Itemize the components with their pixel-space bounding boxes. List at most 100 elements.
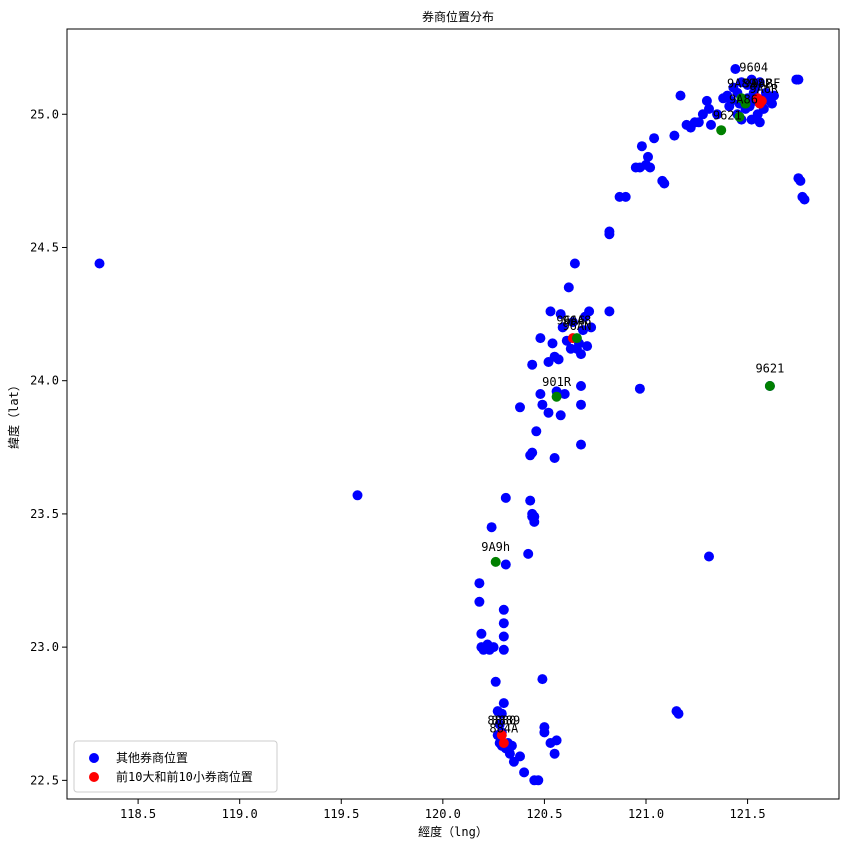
- scatter-point-s0-84: [634, 383, 645, 394]
- point-annotation-15: 884A: [489, 721, 519, 735]
- scatter-point-s0-21: [498, 644, 509, 655]
- scatter-point-s0-22: [498, 698, 509, 709]
- scatter-point-s0-20: [498, 631, 509, 642]
- scatter-point-s0-65: [547, 338, 558, 349]
- scatter-point-s0-64: [545, 306, 556, 317]
- point-annotation-11: 96A8: [562, 314, 591, 328]
- scatter-point-s0-26: [504, 748, 515, 759]
- scatter-point-s0-113: [726, 95, 737, 106]
- x-tick-label-1: 119.0: [222, 807, 258, 821]
- point-annotation-0: 9604: [739, 61, 768, 75]
- point-annotation-2: 9A8P: [743, 77, 772, 91]
- point-annotation-7: 9621: [755, 362, 784, 376]
- scatter-point-s2-5: [764, 381, 775, 391]
- scatter-point-s0-33: [523, 548, 534, 559]
- scatter-point-s2-2: [716, 125, 727, 136]
- scatter-point-s0-27: [506, 740, 517, 751]
- scatter-point-s0-115: [730, 64, 741, 74]
- point-annotation-6: 9621: [713, 109, 742, 123]
- point-annotation-8: 901R: [542, 375, 572, 389]
- scatter-point-s0-10: [486, 522, 497, 533]
- scatter-point-s0-133: [767, 98, 777, 109]
- scatter-point-s0-3: [474, 596, 485, 607]
- scatter-point-s0-45: [551, 735, 562, 746]
- scatter-point-s0-139: [742, 80, 753, 90]
- legend: 其他券商位置 前10大和前10小券商位置: [73, 740, 278, 793]
- scatter-point-s0-150: [673, 708, 684, 719]
- scatter-point-s0-46: [529, 511, 540, 522]
- scatter-point-s0-81: [584, 306, 595, 317]
- scatter-point-s0-2: [474, 578, 485, 589]
- scatter-point-s0-100: [675, 90, 686, 101]
- y-axis-label: 緯度（lat）: [6, 379, 21, 449]
- scatter-point-s0-59: [576, 439, 586, 450]
- legend-marker-series-1: [89, 772, 99, 782]
- scatter-point-s0-74: [569, 258, 580, 269]
- scatter-point-s0-80: [582, 341, 593, 352]
- scatter-point-s1-2: [756, 95, 767, 106]
- point-annotation-14: 8889: [491, 713, 520, 727]
- scatter-point-s0-57: [559, 389, 570, 399]
- scatter-point-s0-134: [769, 90, 779, 101]
- legend-label-series-0: 其他券商位置: [116, 750, 188, 765]
- scatter-point-s0-106: [701, 95, 712, 106]
- scatter-point-s0-40: [537, 674, 548, 685]
- legend-marker-series-0: [89, 753, 99, 763]
- scatter-point-s0-12: [490, 676, 501, 687]
- scatter-point-s0-68: [555, 309, 566, 320]
- scatter-point-s0-136: [746, 114, 757, 125]
- scatter-point-s2-3: [734, 111, 745, 122]
- x-tick-label-5: 121.0: [628, 807, 664, 821]
- x-tick-label-0: 118.5: [120, 807, 156, 821]
- scatter-point-s0-0: [94, 258, 105, 269]
- scatter-point-s0-53: [543, 407, 554, 418]
- scatter-point-s0-89: [620, 191, 631, 202]
- scatter-point-s0-95: [645, 162, 656, 173]
- point-annotation-1: 9A89: [727, 77, 756, 91]
- scatter-point-s0-69: [557, 322, 568, 333]
- scatter-point-s0-87: [604, 229, 615, 240]
- scatter-point-s0-108: [706, 119, 716, 130]
- x-tick-label-4: 120.5: [526, 807, 562, 821]
- scatter-point-s0-49: [527, 447, 538, 458]
- scatter-point-s0-92: [636, 141, 647, 152]
- scatter-point-s0-83: [604, 306, 615, 317]
- scatter-point-s1-4: [496, 730, 507, 741]
- scatter-point-s0-31: [515, 751, 525, 762]
- scatter-point-s0-44: [549, 748, 560, 759]
- scatter-point-s0-137: [754, 117, 765, 128]
- marks-layer: [94, 64, 810, 786]
- scatter-point-s0-4: [476, 628, 487, 639]
- y-tick-label-4: 24.5: [30, 240, 59, 254]
- scatter-point-s2-6: [490, 556, 501, 567]
- x-tick-label-2: 119.5: [323, 807, 359, 821]
- scatter-point-s0-1: [352, 490, 363, 501]
- scatter-point-s0-141: [760, 87, 771, 98]
- scatter-point-s2-1: [740, 98, 751, 109]
- scatter-point-s1-5: [498, 738, 509, 748]
- scatter-point-s0-148: [704, 551, 714, 562]
- legend-frame: [73, 740, 278, 793]
- scatter-point-s0-77: [576, 349, 586, 360]
- scatter-point-s0-61: [527, 359, 538, 370]
- scatter-point-s0-109: [712, 109, 723, 120]
- point-annotation-12: 96AN: [562, 319, 591, 333]
- scatter-point-s2-7: [571, 333, 582, 344]
- point-annotation-3: 9A8F: [751, 77, 780, 91]
- scatter-point-s0-82: [586, 322, 597, 333]
- scatter-point-s0-56: [555, 410, 566, 421]
- scatter-point-s0-73: [567, 317, 578, 328]
- scatter-point-s0-60: [576, 381, 586, 391]
- scatter-point-s0-32: [519, 767, 530, 778]
- scatter-point-s0-147: [799, 194, 810, 205]
- scatter-point-s0-140: [750, 82, 761, 93]
- scatter-point-s0-145: [795, 175, 806, 186]
- scatter-point-s0-71: [563, 282, 574, 293]
- scatter-point-s0-39: [533, 775, 544, 786]
- x-axis-label: 經度（lng）: [418, 824, 488, 839]
- scatter-point-s0-104: [693, 117, 704, 128]
- scatter-point-s0-107: [704, 103, 714, 114]
- scatter-point-s0-52: [537, 399, 548, 410]
- scatter-point-s0-29: [496, 708, 507, 719]
